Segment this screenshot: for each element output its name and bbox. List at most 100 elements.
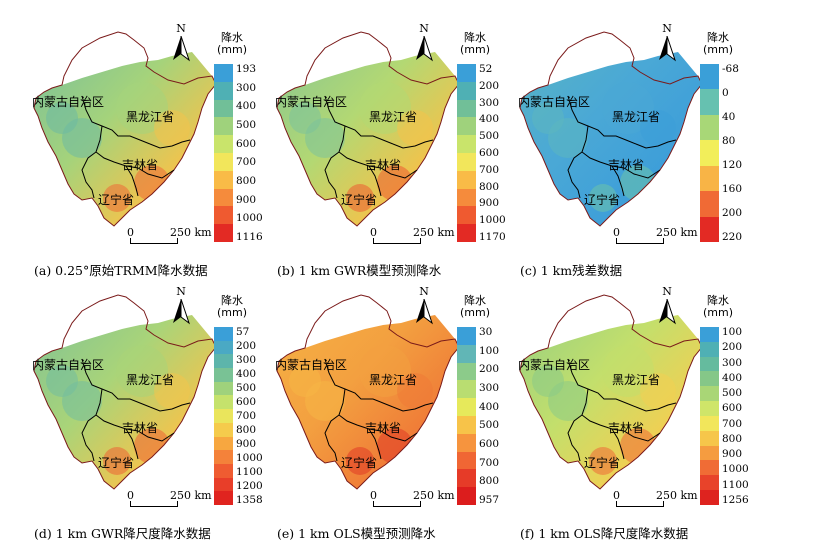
- label-inner-mongolia: 内蒙古自治区: [32, 358, 105, 372]
- province-border: [368, 165, 382, 197]
- legend-swatch: [700, 140, 719, 166]
- scale-zero: 0: [613, 226, 620, 239]
- legend-label: -68: [722, 63, 739, 75]
- legend-swatch: [700, 216, 719, 242]
- legend-label: 57: [236, 326, 250, 338]
- province-border: [392, 139, 434, 149]
- province-border: [81, 151, 97, 199]
- label-heilongjiang: 黑龙江省: [612, 373, 661, 387]
- province-border: [95, 388, 175, 442]
- legend-title: 降水: [464, 294, 486, 307]
- north-arrow-icon: N: [656, 22, 678, 62]
- legend-color-bar: [700, 327, 719, 505]
- legend-swatch: [214, 188, 233, 207]
- legend-label: 900: [236, 438, 257, 450]
- legend-swatch: [700, 371, 719, 387]
- legend-label: 500: [236, 119, 257, 131]
- legend-label: 1170: [479, 231, 506, 243]
- scale-distance: 250 km: [656, 489, 698, 502]
- province-border: [149, 402, 191, 412]
- legend-swatch: [700, 460, 719, 476]
- label-liaoning: 辽宁省: [341, 193, 378, 207]
- province-border: [392, 402, 434, 412]
- scale-distance: 250 km: [413, 226, 455, 239]
- legend-title: 降水: [464, 31, 486, 44]
- north-label: N: [419, 285, 429, 298]
- label-jilin: 吉林省: [608, 421, 645, 435]
- map-panel-a: N 内蒙古自治区 黑龙江省 吉林省 辽宁省 0 250 km 降水 (mm) 193 300 400 5…: [22, 18, 294, 292]
- legend-label: 1358: [236, 494, 263, 506]
- legend-label: 600: [236, 137, 257, 150]
- map-canvas: [519, 294, 703, 490]
- scale-bar-line: [373, 238, 421, 244]
- legend-swatch: [214, 450, 233, 464]
- province-border: [324, 151, 340, 199]
- legend-swatch: [457, 327, 476, 345]
- label-liaoning: 辽宁省: [98, 193, 135, 207]
- legend-label: 700: [479, 163, 500, 176]
- legend-swatch: [700, 64, 719, 90]
- legend-label: 1100: [722, 478, 749, 491]
- province-border: [324, 95, 394, 145]
- legend-label: 900: [722, 448, 743, 461]
- north-arrow-icon: N: [656, 285, 678, 325]
- map-panel-d: N 内蒙古自治区 黑龙江省 吉林省 辽宁省 0 250 km 降水 (mm) 57 200 300 40…: [22, 281, 294, 555]
- legend-label: 193: [236, 63, 257, 75]
- label-heilongjiang: 黑龙江省: [369, 373, 418, 387]
- legend-label: 800: [479, 180, 500, 193]
- panel-caption: (a) 0.25°原始TRMM降水数据: [34, 263, 208, 278]
- legend-label: 40: [722, 111, 736, 123]
- north-arrow-icon: N: [413, 285, 435, 325]
- legend-label: 300: [479, 96, 500, 109]
- legend-label: 200: [479, 363, 500, 376]
- legend-swatch: [457, 188, 476, 207]
- legend-swatch: [214, 340, 233, 355]
- legend-swatch: [700, 401, 719, 416]
- legend-color-bar: [214, 327, 233, 505]
- north-label: N: [662, 22, 672, 35]
- legend-swatch: [214, 170, 233, 189]
- panel-caption: (b) 1 km GWR模型预测降水: [277, 263, 442, 278]
- label-jilin: 吉林省: [365, 158, 402, 172]
- legend-label: 400: [236, 100, 257, 113]
- legend-swatch: [214, 135, 233, 153]
- label-inner-mongolia: 内蒙古自治区: [518, 358, 591, 372]
- legend-swatch: [457, 224, 476, 242]
- legend-label: 220: [722, 231, 743, 243]
- legend-label: 300: [479, 382, 500, 394]
- label-inner-mongolia: 内蒙古自治区: [32, 95, 105, 109]
- legend-label: 1256: [722, 494, 749, 506]
- legend-label: 600: [722, 402, 743, 415]
- legend-label: 900: [479, 197, 500, 210]
- legend-unit: (mm): [702, 306, 733, 319]
- label-heilongjiang: 黑龙江省: [612, 110, 661, 124]
- legend-swatch: [214, 117, 233, 136]
- legend-swatch: [457, 64, 476, 82]
- legend-swatch: [700, 341, 719, 357]
- panel-caption: (e) 1 km OLS模型预测降水: [277, 526, 436, 541]
- province-border: [125, 428, 139, 460]
- legend-swatch: [700, 430, 719, 446]
- province-border: [338, 388, 418, 442]
- label-heilongjiang: 黑龙江省: [369, 110, 418, 124]
- legend-label: 800: [722, 432, 743, 445]
- province-border: [581, 125, 661, 179]
- label-jilin: 吉林省: [122, 421, 159, 435]
- legend-swatch: [457, 344, 476, 363]
- legend-label: 200: [722, 207, 743, 219]
- label-liaoning: 辽宁省: [341, 456, 378, 470]
- legend-swatch: [214, 206, 233, 225]
- legend-swatch: [457, 398, 476, 416]
- province-border: [368, 428, 382, 460]
- legend-swatch: [700, 475, 719, 491]
- scale-zero: 0: [127, 226, 134, 239]
- province-border: [95, 125, 175, 179]
- north-arrow-icon: N: [413, 22, 435, 62]
- north-label: N: [176, 22, 186, 35]
- province-border: [611, 165, 625, 197]
- label-liaoning: 辽宁省: [98, 456, 135, 470]
- legend-label: 500: [479, 130, 500, 143]
- legend-label: 1000: [479, 214, 506, 227]
- label-inner-mongolia: 内蒙古自治区: [275, 358, 348, 372]
- label-inner-mongolia: 内蒙古自治区: [518, 95, 591, 109]
